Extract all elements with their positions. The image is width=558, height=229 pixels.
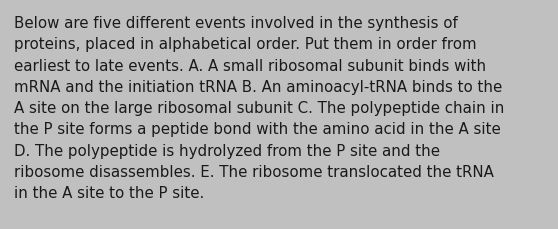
Text: Below are five different events involved in the synthesis of
proteins, placed in: Below are five different events involved… bbox=[14, 16, 504, 200]
